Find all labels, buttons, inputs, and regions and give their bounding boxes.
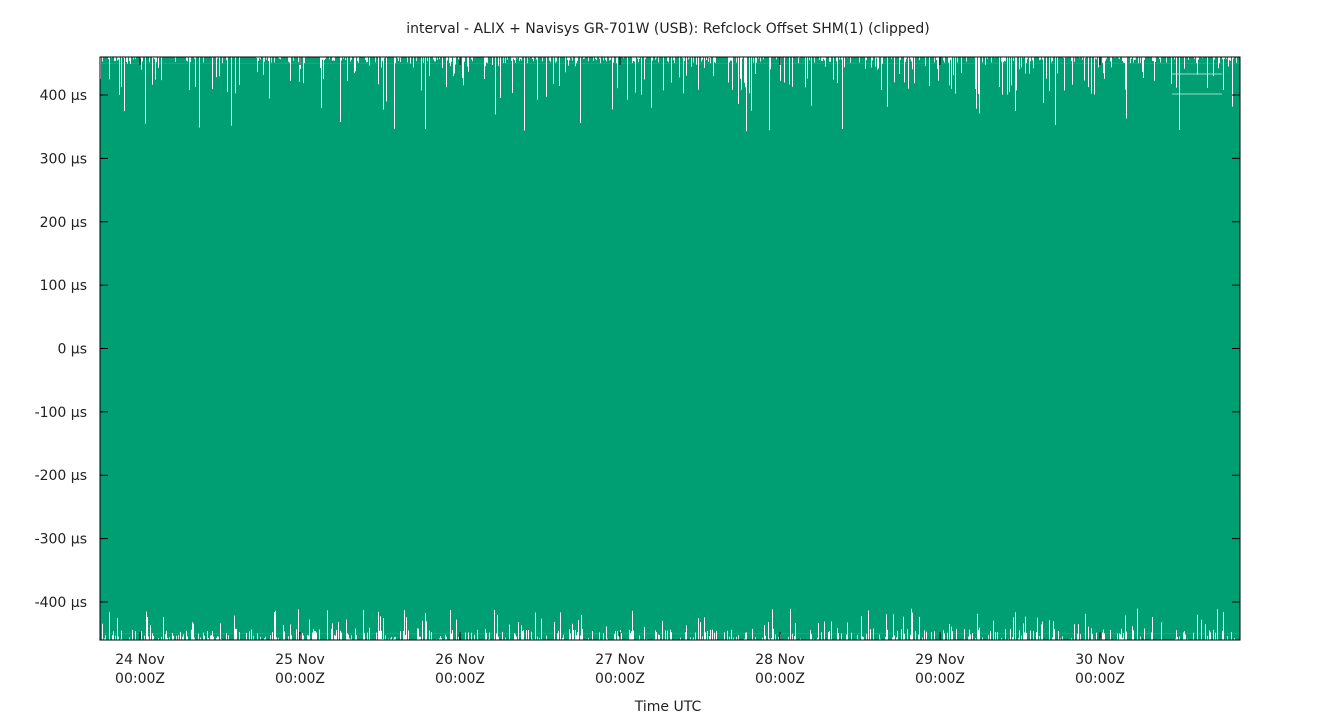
x-tick-label-date: 25 Nov <box>275 652 325 668</box>
series-band <box>100 63 1240 634</box>
x-tick-label-date: 27 Nov <box>595 652 645 668</box>
x-axis: 24 Nov 00:00Z 25 Nov 00:00Z 26 Nov 00:00Z 27 N… <box>115 57 1125 687</box>
x-tick-label-date: 28 Nov <box>755 652 805 668</box>
x-tick-label-time: 00:00Z <box>1075 671 1125 687</box>
chart-title: interval - ALIX + Navisys GR-701W (USB):… <box>406 21 930 37</box>
x-axis-title: Time UTC <box>634 699 702 715</box>
legend <box>1172 73 1222 95</box>
y-tick-label: 200 µs <box>40 215 87 231</box>
x-tick-label-time: 00:00Z <box>595 671 645 687</box>
y-tick-label: -400 µs <box>35 595 87 611</box>
y-tick-label: 300 µs <box>40 151 87 167</box>
y-tick-label: -100 µs <box>35 405 87 421</box>
plot-area <box>99 56 1241 641</box>
y-tick-label: -200 µs <box>35 468 87 484</box>
x-tick-label-date: 26 Nov <box>435 652 485 668</box>
y-tick-label: -300 µs <box>35 532 87 548</box>
lower-spikes <box>99 608 1241 640</box>
x-tick-label-time: 00:00Z <box>915 671 965 687</box>
x-tick-label-time: 00:00Z <box>115 671 165 687</box>
y-tick-label: 400 µs <box>40 88 87 104</box>
x-tick-label-date: 24 Nov <box>115 652 165 668</box>
y-axis: 400 µs 300 µs 200 µs 100 µs 0 µs -100 µs -200 … <box>35 88 1240 611</box>
y-tick-label: 0 µs <box>57 342 87 358</box>
x-tick-label-time: 00:00Z <box>275 671 325 687</box>
x-tick-label-time: 00:00Z <box>435 671 485 687</box>
x-tick-label-date: 30 Nov <box>1075 652 1125 668</box>
x-tick-label-date: 29 Nov <box>915 652 965 668</box>
y-tick-label: 100 µs <box>40 278 87 294</box>
upper-spikes <box>99 57 1241 132</box>
x-tick-label-time: 00:00Z <box>755 671 805 687</box>
